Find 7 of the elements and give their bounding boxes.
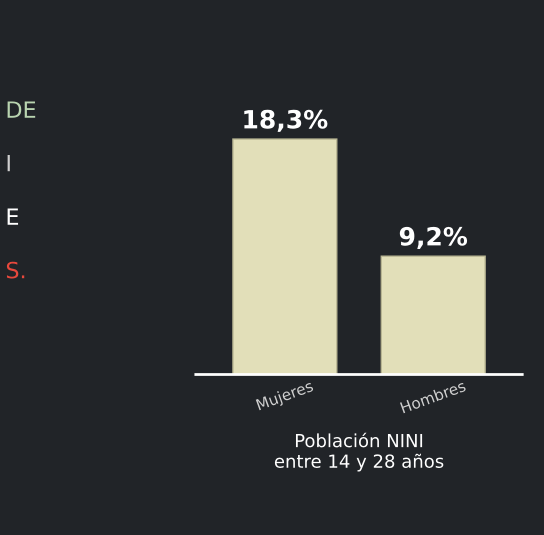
text: DE	[8, 102, 36, 118]
x-axis-title: Población NINI entre 14 y 28 años	[274, 432, 444, 472]
data-label: 9,2%	[400, 226, 468, 249]
text: E	[8, 208, 18, 225]
text: I	[8, 155, 10, 172]
text: S.	[6, 262, 24, 279]
data-label: 18,3%	[244, 110, 328, 132]
